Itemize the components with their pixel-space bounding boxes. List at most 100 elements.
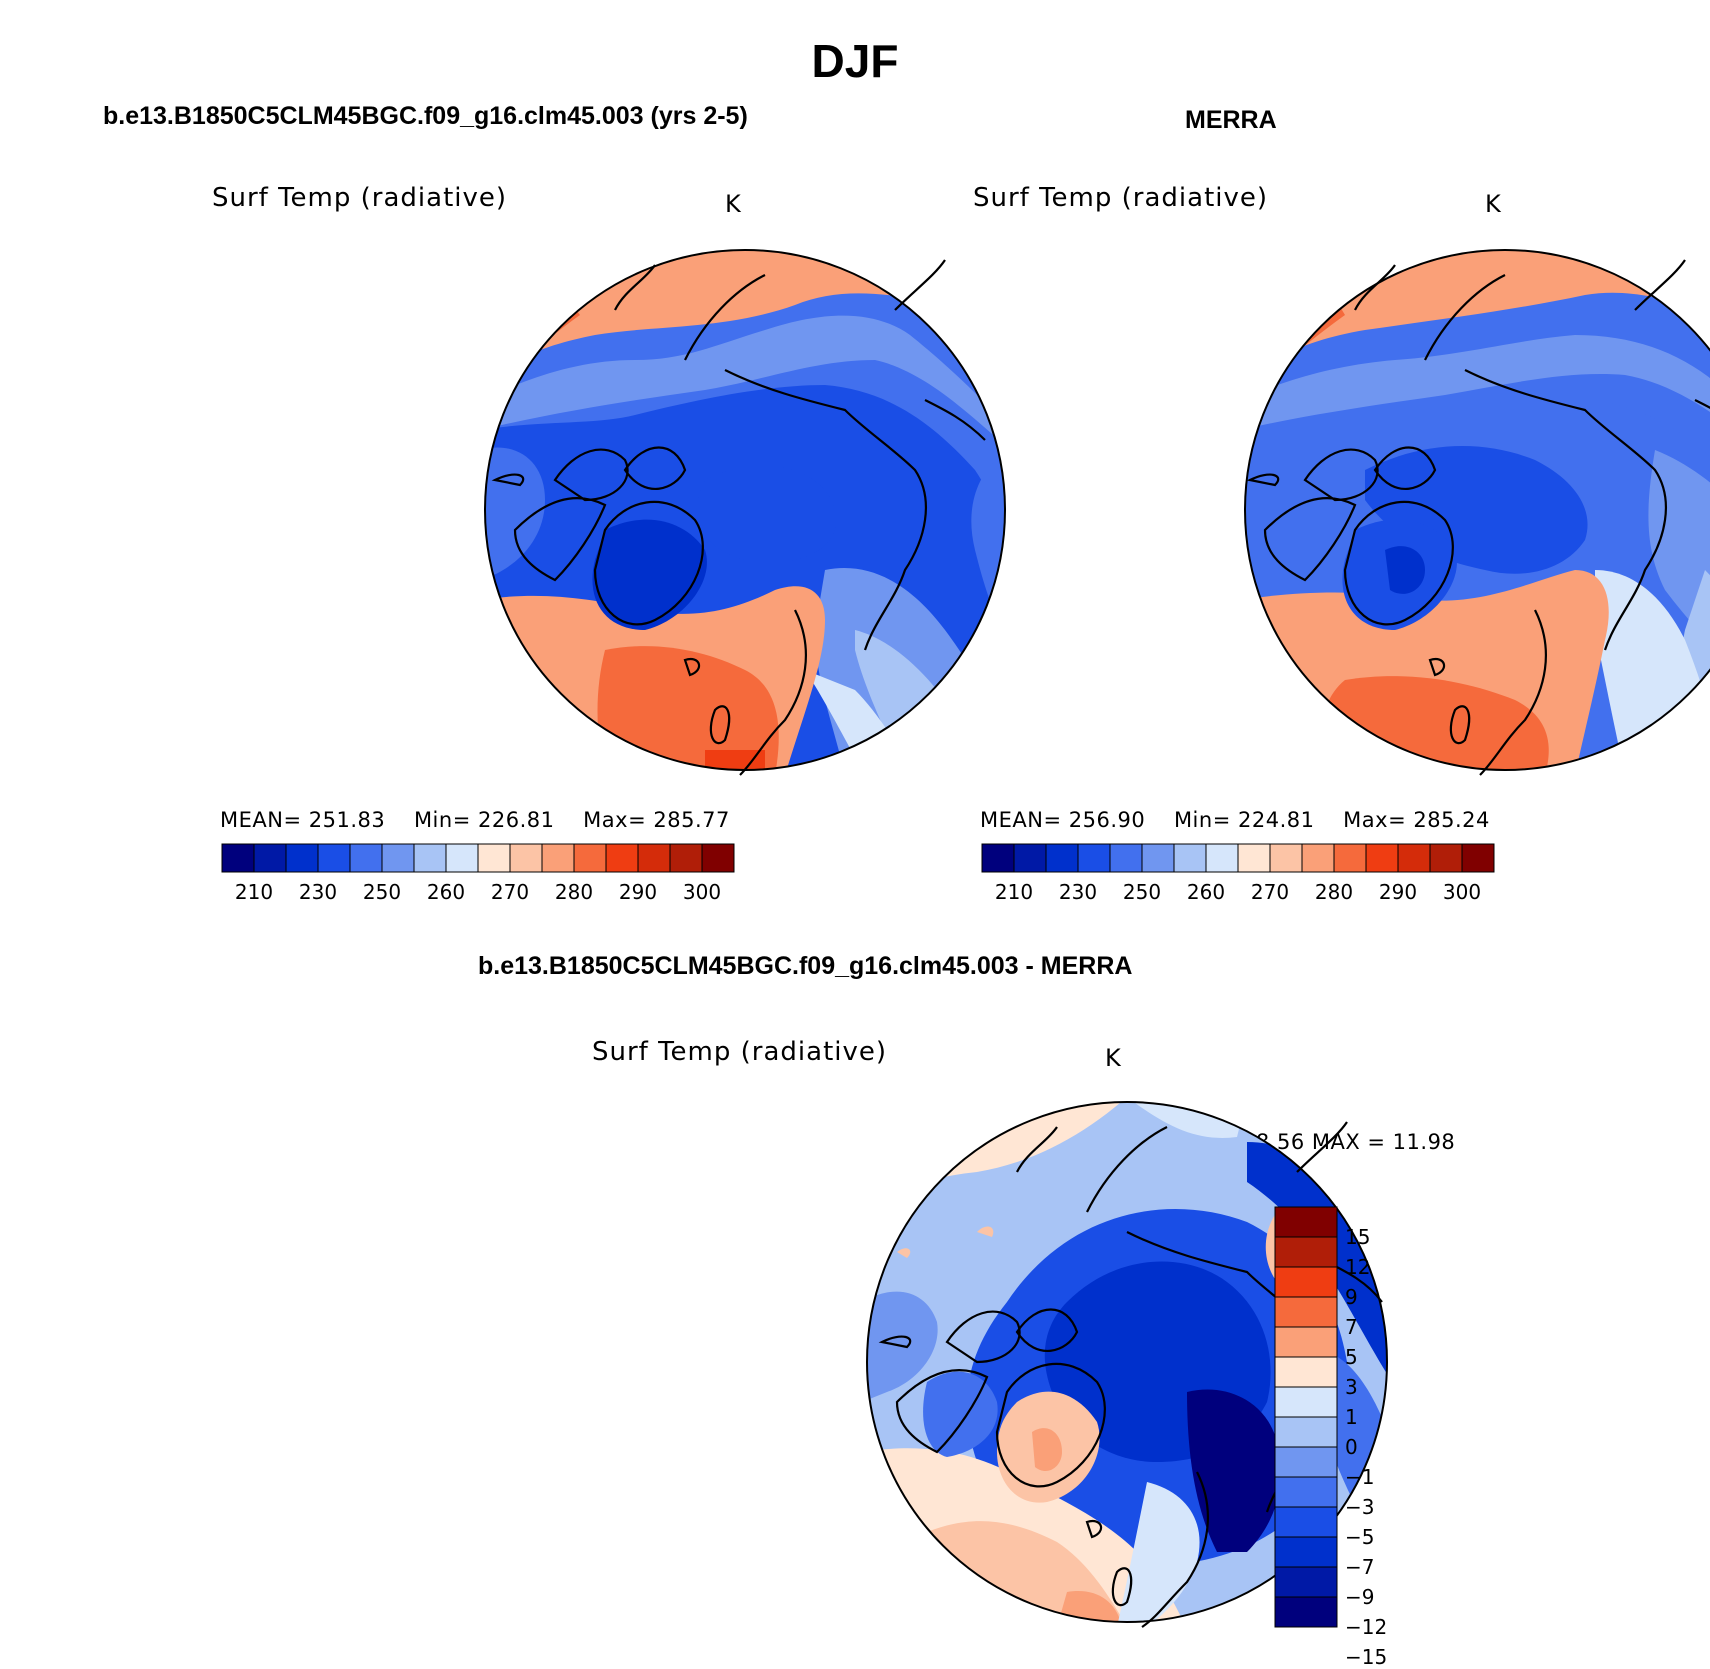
model-colorbar-tick-label: 250 [362, 880, 402, 904]
merra-colorbar-box [1461, 843, 1495, 873]
model-colorbar-box [541, 843, 575, 873]
diff-variable-label: Surf Temp (radiative) [592, 1037, 888, 1067]
diff-colorbar-tick-label: 0 [1345, 1435, 1358, 1459]
model-colorbar-box [605, 843, 639, 873]
diff-colorbar-tick-label: −3 [1345, 1495, 1375, 1519]
diff-colorbar-tick-label: 15 [1345, 1225, 1371, 1249]
diff-title: b.e13.B1850C5CLM45BGC.f09_g16.clm45.003 … [478, 952, 1133, 980]
model-colorbar-box [221, 843, 255, 873]
diff-colorbar-tick-label: −1 [1345, 1465, 1375, 1489]
model-colorbar-tick-label: 300 [682, 880, 722, 904]
merra-mean-label: MEAN= [980, 808, 1062, 832]
main-title: DJF [811, 35, 899, 87]
diff-colorbar-box [1274, 1536, 1338, 1568]
merra-polar-map [1244, 249, 1710, 776]
merra-colorbar-box [1013, 843, 1047, 873]
diff-colorbar-box [1274, 1266, 1338, 1298]
model-field [485, 250, 1005, 770]
diff-colorbar-tick-label: 5 [1345, 1345, 1358, 1369]
model-colorbar-box [477, 843, 511, 873]
diff-units: K [1105, 1044, 1121, 1072]
model-colorbar-tick-label: 230 [298, 880, 338, 904]
merra-mean-value: 256.90 [1068, 808, 1146, 832]
model-colorbar-tick-label: 210 [234, 880, 274, 904]
diff-colorbar [1274, 1206, 1338, 1628]
model-colorbar-box [349, 843, 383, 873]
model-polar-map [484, 249, 1006, 776]
model-colorbar-box [669, 843, 703, 873]
merra-colorbar-box [1141, 843, 1175, 873]
merra-min-label: Min= [1173, 808, 1231, 832]
diff-colorbar-tick-label: −5 [1345, 1525, 1375, 1549]
diff-colorbar-box [1274, 1386, 1338, 1418]
model-colorbar-box [637, 843, 671, 873]
merra-colorbar-tick-label: 230 [1058, 880, 1098, 904]
merra-stats: MEAN= 256.90 Min= 224.81 Max= 285.24 [980, 808, 1490, 832]
diff-colorbar-box [1274, 1356, 1338, 1388]
model-colorbar-box [253, 843, 287, 873]
diff-colorbar-tick-label: −7 [1345, 1555, 1375, 1579]
merra-colorbar-box [1429, 843, 1463, 873]
model-colorbar-box [317, 843, 351, 873]
merra-colorbar-box [1301, 843, 1335, 873]
diff-colorbar-tick-label: 9 [1345, 1285, 1358, 1309]
merra-colorbar-box [1077, 843, 1111, 873]
merra-variable-label: Surf Temp (radiative) [973, 183, 1269, 213]
diff-colorbar-box [1274, 1476, 1338, 1508]
merra-colorbar-box [1205, 843, 1239, 873]
diff-colorbar-box [1274, 1236, 1338, 1268]
model-colorbar-box [701, 843, 735, 873]
diff-colorbar-tick-label: 3 [1345, 1375, 1358, 1399]
merra-colorbar-tick-label: 210 [994, 880, 1034, 904]
merra-colorbar-tick-label: 270 [1250, 880, 1290, 904]
diff-colorbar-box [1274, 1326, 1338, 1358]
model-stats: MEAN= 251.83 Min= 226.81 Max= 285.77 [220, 808, 730, 832]
model-min-label: Min= [413, 808, 471, 832]
model-mean-value: 251.83 [308, 808, 386, 832]
merra-colorbar-box [1365, 843, 1399, 873]
model-colorbar-box [285, 843, 319, 873]
diff-colorbar-tick-label: −9 [1345, 1585, 1375, 1609]
merra-colorbar-tick-label: 290 [1378, 880, 1418, 904]
merra-colorbar-box [981, 843, 1015, 873]
model-units: K [725, 190, 741, 218]
model-colorbar-box [573, 843, 607, 873]
merra-colorbar-box [1333, 843, 1367, 873]
merra-colorbar-box [1269, 843, 1303, 873]
model-colorbar-tick-label: 280 [554, 880, 594, 904]
diff-colorbar-box [1274, 1506, 1338, 1538]
model-min-value: 226.81 [477, 808, 555, 832]
model-colorbar-tick-label: 290 [618, 880, 658, 904]
merra-colorbar-box [1109, 843, 1143, 873]
model-colorbar-box [509, 843, 543, 873]
model-mean-label: MEAN= [220, 808, 302, 832]
merra-max-label: Max= [1343, 808, 1407, 832]
merra-colorbar [981, 843, 1495, 873]
diff-colorbar-tick-label: 12 [1345, 1255, 1371, 1279]
model-max-label: Max= [583, 808, 647, 832]
merra-min-value: 224.81 [1237, 808, 1315, 832]
diff-colorbar-tick-label: 1 [1345, 1405, 1358, 1429]
model-colorbar-tick-label: 260 [426, 880, 466, 904]
merra-field [1245, 250, 1710, 770]
diff-colorbar-labels: 15 12 9 7 5 3 1 0 −1 −3 −5 −7 −9 −12 −15 [1345, 1207, 1425, 1669]
diff-colorbar-tick-label: 7 [1345, 1315, 1358, 1339]
model-colorbar-labels: 210 230 250 260 270 280 290 300 [222, 880, 734, 910]
merra-colorbar-box [1237, 843, 1271, 873]
model-variable-label: Surf Temp (radiative) [212, 183, 508, 213]
diff-colorbar-box [1274, 1206, 1338, 1238]
diff-colorbar-box [1274, 1566, 1338, 1598]
merra-units: K [1485, 190, 1501, 218]
merra-colorbar-tick-label: 300 [1442, 880, 1482, 904]
merra-colorbar-box [1045, 843, 1079, 873]
merra-colorbar-tick-label: 260 [1186, 880, 1226, 904]
merra-colorbar-labels: 210 230 250 260 270 280 290 300 [982, 880, 1494, 910]
diff-colorbar-tick-label: −15 [1345, 1645, 1388, 1669]
model-colorbar-tick-label: 270 [490, 880, 530, 904]
model-colorbar [221, 843, 735, 873]
obs-title: MERRA [1185, 106, 1277, 134]
merra-colorbar-box [1397, 843, 1431, 873]
merra-map-border [1244, 249, 1710, 771]
model-colorbar-box [413, 843, 447, 873]
model-colorbar-box [381, 843, 415, 873]
